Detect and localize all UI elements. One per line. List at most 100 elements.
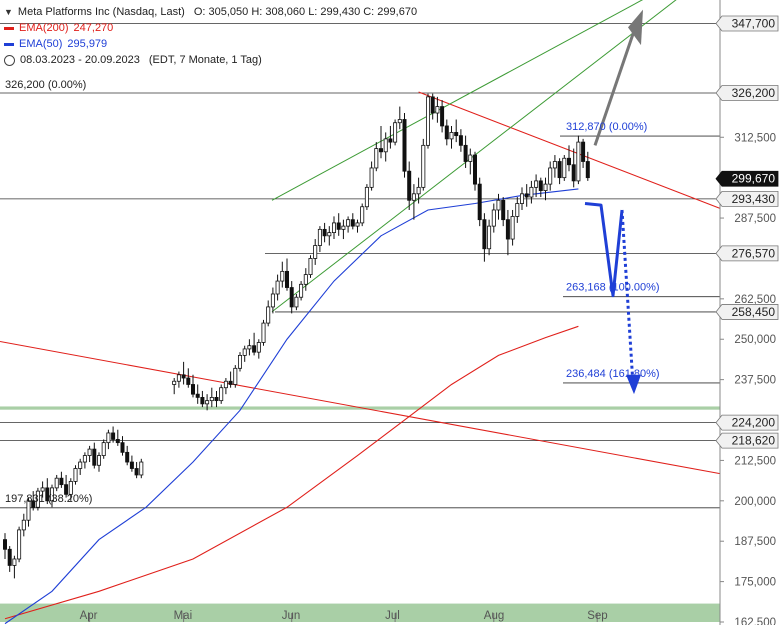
y-tick-label: 287,500 [734,213,776,225]
candle-body [491,209,496,227]
candle-body [331,222,336,233]
clock-icon [4,54,15,66]
candle-body [543,183,548,191]
candle-body [280,270,285,282]
x-tick-label: Apr [80,610,98,622]
legend-ema200: EMA(200) 247,270 [4,20,417,36]
ema50-label: EMA(50) [19,38,63,50]
legend-ema50: EMA(50) 295,979 [4,36,417,52]
candle-body [237,354,242,369]
candle-body [444,125,449,140]
candle-body [3,539,8,550]
candle-body [402,119,407,172]
x-tick-label: Sep [587,610,607,622]
candle-body [125,451,130,463]
candle-body [350,219,355,227]
candle-body [59,477,64,486]
candle-body [477,183,482,221]
price-level-tag [715,304,779,320]
y-tick-label: 212,500 [734,455,776,467]
candle-body [505,219,510,240]
candle-body [482,219,487,250]
candle-body [176,374,181,382]
candle-body [341,225,346,230]
candle-body [496,199,501,211]
y-tick-label: 175,000 [734,577,776,589]
grey-up-arrow-head [628,9,643,46]
candle-body [562,157,567,179]
candle-body [50,487,55,502]
candle-body [209,397,214,402]
candle-body [548,167,553,185]
candle-body [40,487,45,492]
fib-annotations: 326,200 (0.00%) 197,831 (38.20%) 312,870 (… [5,79,660,505]
candle-body [172,380,177,385]
candle-body [510,216,515,240]
candle-body [219,387,224,402]
candle-body [31,500,36,508]
candle-body [416,186,421,195]
candle-body [534,180,539,188]
annotation-label: 236,484 (161.80%) [566,368,660,380]
price-level-label: 258,450 [732,305,776,319]
candlesticks [3,93,590,579]
candle-body [228,380,233,385]
price-level-tag [715,245,779,262]
candle-body [92,448,97,466]
blue-dotted-arrow-shaft [620,209,635,385]
price-level-tag [715,414,779,431]
candle-body [186,377,191,385]
candle-body [294,296,299,308]
candle-body [200,397,205,405]
candle-body [374,148,379,169]
candle-body [383,138,388,153]
annotation-label: 197,831 (38.20%) [5,493,92,505]
price-level-label: 326,200 [732,86,776,100]
x-tick-label: Jun [282,610,301,622]
candle-body [190,384,195,395]
candle-body [501,199,506,221]
y-tick-label: 262,500 [734,294,776,306]
candle-body [21,519,26,531]
support-zone-1 [0,603,720,622]
candle-body [585,161,590,179]
candle-body [458,135,463,146]
red-trendline-lower [0,341,721,475]
ema50-value: 295,979 [67,38,108,50]
symbol-title: Meta Platforms Inc (Nasdaq, Last) [17,6,185,18]
ema200-value: 247,270 [73,22,114,34]
price-level-tag [715,432,779,449]
candle-body [73,468,78,482]
candle-body [430,96,435,114]
candle-body [369,167,374,188]
candle-body [223,380,228,389]
candle-body [115,439,120,444]
candle-body [388,138,393,143]
x-tick-label: Jul [385,610,400,622]
x-tick-label: Aug [484,610,504,622]
candle-body [252,345,257,353]
y-axis: 162,500175,000187,500200,000212,500225,0… [715,0,779,625]
triangle-down-icon[interactable]: ▼ [4,7,13,17]
price-level-label: 276,570 [732,246,776,260]
candle-body [397,119,402,124]
candle-body [454,132,459,137]
candle-body [205,400,210,405]
candle-body [472,154,477,185]
candle-body [322,228,327,237]
candle-body [233,367,238,385]
candle-body [364,186,369,208]
candle-body [515,203,520,217]
ema50-line [4,188,579,625]
candle-body [487,225,492,250]
candle-body [463,144,468,162]
candle-body [303,274,308,285]
candle-body [261,322,266,343]
candle-body [411,193,416,201]
candle-body [284,270,289,288]
candle-body [421,144,426,188]
ema200-swatch [4,26,14,30]
price-level-tag [715,85,779,101]
y-tick-label: 187,500 [734,536,776,548]
